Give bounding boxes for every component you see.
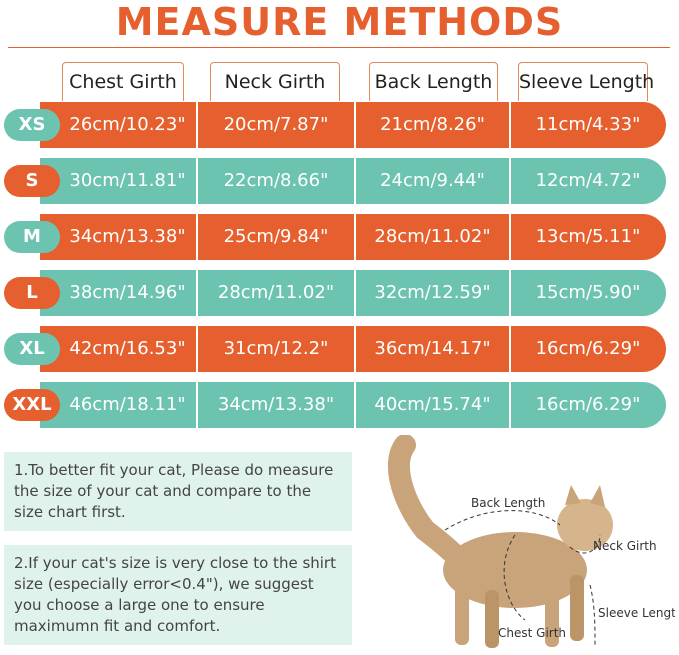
cell-divider: [509, 326, 511, 372]
size-cell: 21cm/8.26": [380, 114, 485, 135]
cat-diagram: Back Length Neck Girth Sleeve Length Che…: [387, 435, 675, 648]
diagram-label: Neck Girth: [593, 539, 657, 553]
size-cell: 16cm/6.29": [535, 338, 641, 359]
size-cell: 25cm/9.84": [223, 226, 329, 247]
size-cell: 26cm/10.23": [69, 114, 186, 135]
cell-divider: [196, 326, 198, 372]
column-header: Chest Girth: [62, 62, 184, 101]
size-row: 38cm/14.96" 28cm/11.02" 32cm/12.59" 15cm/5.…: [40, 270, 666, 316]
size-cell: 38cm/14.96": [69, 282, 186, 303]
size-cell: 36cm/14.17": [374, 338, 491, 359]
note: 2.If your cat's size is very close to th…: [4, 545, 352, 645]
cell-divider: [354, 102, 356, 148]
size-cell: 11cm/4.33": [535, 114, 641, 135]
cell-divider: [354, 270, 356, 316]
size-row: 42cm/16.53" 31cm/12.2" 36cm/14.17" 16cm/6.2…: [40, 326, 666, 372]
cell-divider: [196, 158, 198, 204]
size-cell: 20cm/7.87": [223, 114, 329, 135]
column-header: Back Length: [369, 62, 498, 101]
cell-divider: [196, 102, 198, 148]
size-cell: 34cm/13.38": [217, 394, 335, 415]
diagram-label: Back Length: [471, 496, 545, 510]
size-row: 26cm/10.23" 20cm/7.87" 21cm/8.26" 11cm/4.33…: [40, 102, 666, 148]
size-cell: 32cm/12.59": [374, 282, 491, 303]
diagram-label: Sleeve Length: [598, 606, 675, 620]
column-header: Neck Girth: [210, 62, 340, 101]
size-row: 34cm/13.38" 25cm/9.84" 28cm/11.02" 13cm/5.1…: [40, 214, 666, 260]
size-cell: 13cm/5.11": [535, 226, 641, 247]
size-cell: 28cm/11.02": [217, 282, 335, 303]
cell-divider: [196, 270, 198, 316]
size-badge: XL: [4, 333, 60, 365]
cell-divider: [196, 382, 198, 428]
cell-divider: [354, 214, 356, 260]
size-badge: XXL: [4, 389, 60, 421]
cell-divider: [509, 270, 511, 316]
size-cell: 24cm/9.44": [380, 170, 485, 191]
size-cell: 42cm/16.53": [69, 338, 186, 359]
cell-divider: [196, 214, 198, 260]
cell-divider: [509, 382, 511, 428]
size-badge: S: [4, 165, 60, 197]
size-cell: 30cm/11.81": [69, 170, 186, 191]
size-cell: 12cm/4.72": [535, 170, 641, 191]
size-cell: 40cm/15.74": [374, 394, 491, 415]
cell-divider: [354, 158, 356, 204]
title: MEASURE METHODS: [115, 0, 564, 44]
diagram-label: Chest Girth: [498, 626, 566, 640]
size-cell: 46cm/18.11": [69, 394, 186, 415]
cell-divider: [509, 214, 511, 260]
size-badge: XS: [4, 109, 60, 141]
size-badge: M: [4, 221, 60, 253]
size-row: 30cm/11.81" 22cm/8.66" 24cm/9.44" 12cm/4.72…: [40, 158, 666, 204]
size-cell: 31cm/12.2": [223, 338, 329, 359]
size-cell: 22cm/8.66": [223, 170, 329, 191]
title-rule: [8, 47, 670, 48]
cell-divider: [509, 102, 511, 148]
size-cell: 34cm/13.38": [69, 226, 186, 247]
cell-divider: [354, 382, 356, 428]
size-cell: 15cm/5.90": [535, 282, 641, 303]
cell-divider: [509, 158, 511, 204]
size-cell: 28cm/11.02": [374, 226, 491, 247]
size-badge: L: [4, 277, 60, 309]
size-row: 46cm/18.11" 34cm/13.38" 40cm/15.74" 16cm/6.…: [40, 382, 666, 428]
size-cell: 16cm/6.29": [535, 394, 641, 415]
note: 1.To better fit your cat, Please do meas…: [4, 452, 352, 531]
column-header: Sleeve Length: [518, 62, 654, 101]
cell-divider: [354, 326, 356, 372]
